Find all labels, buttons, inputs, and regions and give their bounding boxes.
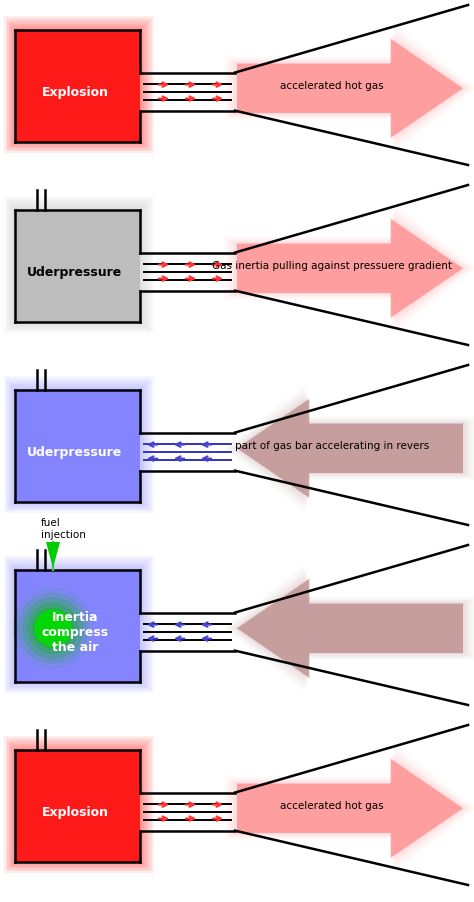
Bar bbox=[12, 206, 144, 325]
Bar bbox=[6, 18, 152, 151]
Bar bbox=[6, 198, 152, 331]
Text: fuel
injection: fuel injection bbox=[41, 518, 86, 539]
Bar bbox=[8, 560, 150, 689]
Polygon shape bbox=[237, 399, 463, 498]
Bar bbox=[4, 196, 154, 333]
Bar bbox=[9, 22, 148, 148]
Bar bbox=[15, 30, 140, 142]
Bar bbox=[4, 16, 154, 152]
Text: Gas inertia pulling against pressuere gradient: Gas inertia pulling against pressuere gr… bbox=[212, 262, 452, 272]
Text: part of gas bar accelerating in revers: part of gas bar accelerating in revers bbox=[235, 441, 429, 451]
Polygon shape bbox=[235, 37, 465, 140]
Bar bbox=[13, 388, 142, 503]
Bar bbox=[10, 24, 146, 146]
Polygon shape bbox=[235, 216, 465, 320]
Text: Explosion: Explosion bbox=[42, 87, 109, 99]
Bar bbox=[9, 562, 148, 688]
Polygon shape bbox=[237, 579, 463, 677]
Bar bbox=[9, 382, 148, 508]
Bar bbox=[12, 566, 144, 685]
Polygon shape bbox=[233, 215, 467, 322]
Polygon shape bbox=[233, 575, 467, 682]
Polygon shape bbox=[233, 35, 467, 142]
Text: Inertia
compress
the air: Inertia compress the air bbox=[41, 612, 109, 654]
Bar bbox=[10, 744, 146, 867]
Text: Uderpressure: Uderpressure bbox=[27, 266, 123, 280]
Bar bbox=[15, 750, 140, 862]
Text: accelerated hot gas: accelerated hot gas bbox=[280, 81, 384, 91]
Text: Uderpressure: Uderpressure bbox=[27, 446, 123, 459]
Bar bbox=[10, 204, 146, 327]
Circle shape bbox=[43, 618, 63, 639]
Bar bbox=[6, 738, 152, 871]
Bar bbox=[9, 202, 148, 328]
Bar bbox=[10, 564, 146, 686]
Bar bbox=[15, 210, 140, 322]
Polygon shape bbox=[235, 397, 465, 500]
Bar bbox=[12, 26, 144, 145]
Polygon shape bbox=[235, 576, 465, 680]
Circle shape bbox=[35, 611, 71, 646]
Circle shape bbox=[38, 613, 68, 643]
Polygon shape bbox=[233, 755, 467, 861]
Bar bbox=[8, 740, 150, 870]
Bar bbox=[13, 208, 142, 324]
Bar bbox=[10, 384, 146, 507]
Bar bbox=[13, 748, 142, 863]
Bar bbox=[13, 28, 142, 143]
Bar bbox=[4, 736, 154, 872]
Circle shape bbox=[23, 598, 83, 658]
Text: accelerated hot gas: accelerated hot gas bbox=[280, 801, 384, 811]
Polygon shape bbox=[233, 395, 467, 502]
Bar bbox=[4, 376, 154, 512]
Circle shape bbox=[33, 608, 73, 649]
Bar bbox=[8, 20, 150, 150]
Circle shape bbox=[48, 623, 58, 633]
Bar bbox=[6, 558, 152, 691]
Bar bbox=[8, 200, 150, 329]
Bar bbox=[9, 742, 148, 868]
Bar bbox=[4, 556, 154, 693]
Bar bbox=[12, 746, 144, 865]
Bar bbox=[8, 380, 150, 510]
Bar bbox=[6, 378, 152, 511]
Bar bbox=[15, 570, 140, 682]
Polygon shape bbox=[237, 39, 463, 138]
Bar bbox=[12, 386, 144, 505]
Text: Explosion: Explosion bbox=[42, 806, 109, 819]
Polygon shape bbox=[235, 757, 465, 860]
Bar bbox=[13, 568, 142, 684]
Circle shape bbox=[18, 594, 88, 663]
Circle shape bbox=[28, 603, 78, 653]
Bar bbox=[15, 390, 140, 502]
Circle shape bbox=[13, 588, 93, 668]
Polygon shape bbox=[237, 759, 463, 858]
Polygon shape bbox=[237, 219, 463, 318]
Polygon shape bbox=[46, 542, 60, 568]
